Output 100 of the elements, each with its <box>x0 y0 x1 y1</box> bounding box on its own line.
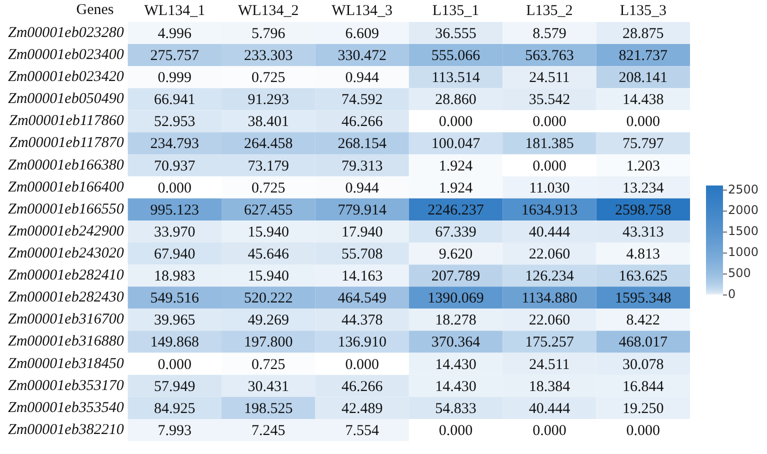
data-label: 0.000 <box>532 422 566 439</box>
data-label: 18.983 <box>154 268 196 285</box>
data-label: 30.431 <box>248 378 289 395</box>
data-label: 8.579 <box>532 26 566 42</box>
x-tick-label: WL134_3 <box>332 2 392 19</box>
data-label: 66.941 <box>154 92 196 108</box>
data-label: 36.555 <box>435 26 476 42</box>
data-label: 0.000 <box>438 114 473 130</box>
data-label: 0.000 <box>158 180 192 196</box>
y-tick-label: Zm00001eb023280 <box>8 24 124 41</box>
data-label: 35.542 <box>528 92 570 108</box>
data-label: 22.060 <box>528 246 570 262</box>
y-tick-label: Zm00001eb023400 <box>8 47 124 64</box>
data-label: 14.430 <box>435 378 476 395</box>
x-axis-title: Genes <box>76 2 114 18</box>
data-label: 28.860 <box>435 92 476 108</box>
data-label: 464.549 <box>338 290 386 307</box>
y-tick-label: Zm00001eb382210 <box>8 422 124 438</box>
data-label: 52.953 <box>154 114 196 130</box>
x-tick-label: WL134_2 <box>238 2 299 19</box>
data-label: 0.000 <box>626 114 660 130</box>
data-label: 7.245 <box>252 422 286 439</box>
y-tick-label: Zm00001eb353540 <box>8 400 124 416</box>
data-label: 5.796 <box>252 26 286 42</box>
data-label: 74.592 <box>341 92 383 108</box>
data-label: 70.937 <box>154 158 196 174</box>
data-label: 4.813 <box>626 246 660 262</box>
data-label: 0.944 <box>345 70 380 86</box>
y-tick-label: Zm00001eb243020 <box>8 245 124 262</box>
color-bar-label: 2500 <box>728 182 759 196</box>
data-label: 55.708 <box>341 246 383 262</box>
data-label: 233.303 <box>244 48 293 64</box>
data-label: 7.993 <box>158 422 192 439</box>
data-label: 126.234 <box>525 268 574 285</box>
data-label: 330.472 <box>338 48 386 64</box>
data-label: 46.266 <box>341 114 384 130</box>
y-tick-label: Zm00001eb117870 <box>9 135 124 152</box>
data-label: 14.163 <box>341 268 383 285</box>
data-label: 44.378 <box>341 312 383 329</box>
data-label: 0.725 <box>252 70 286 86</box>
data-label: 14.438 <box>622 92 664 108</box>
y-tick-label: Zm00001eb282410 <box>8 268 124 284</box>
y-tick-label: Zm00001eb166380 <box>8 157 124 174</box>
y-tick-label: Zm00001eb353170 <box>8 378 124 394</box>
data-label: 1390.069 <box>428 290 484 307</box>
data-label: 28.875 <box>622 26 664 42</box>
y-tick-label: Zm00001eb050490 <box>8 91 124 108</box>
data-label: 0.725 <box>252 356 286 373</box>
data-label: 0.000 <box>626 422 660 439</box>
data-label: 67.940 <box>154 246 196 262</box>
x-tick-label: L135_1 <box>432 2 480 19</box>
data-label: 39.965 <box>154 312 196 329</box>
data-label: 4.996 <box>158 26 192 42</box>
data-label: 19.250 <box>622 400 664 417</box>
data-label: 18.278 <box>435 312 476 329</box>
color-bar-label: 2000 <box>728 203 759 218</box>
data-label: 563.763 <box>525 48 574 64</box>
data-label: 370.364 <box>431 334 481 351</box>
data-label: 149.868 <box>150 334 200 351</box>
data-label: 1.924 <box>438 180 474 196</box>
data-label: 1.203 <box>626 158 660 174</box>
data-label: 779.914 <box>338 202 387 218</box>
x-tick-label: L135_2 <box>526 2 573 19</box>
data-label: 7.554 <box>345 422 380 439</box>
data-label: 198.525 <box>244 400 293 417</box>
data-label: 57.949 <box>154 378 196 395</box>
color-bar-label: 500 <box>728 266 751 280</box>
y-tick-label: Zm00001eb166400 <box>8 179 124 196</box>
data-label: 0.000 <box>438 422 473 439</box>
data-label: 45.646 <box>248 246 290 262</box>
y-tick-label: Zm00001eb282430 <box>8 290 124 306</box>
data-label: 16.844 <box>622 378 664 395</box>
y-tick-label: Zm00001eb166550 <box>8 201 124 218</box>
y-tick-label: Zm00001eb316880 <box>8 334 124 350</box>
data-label: 6.609 <box>345 26 379 42</box>
y-tick-label: Zm00001eb242900 <box>8 223 124 240</box>
color-bar-label: 1000 <box>728 245 759 260</box>
y-tick-label: Zm00001eb316700 <box>8 312 124 328</box>
data-label: 30.078 <box>622 356 664 373</box>
data-label: 821.737 <box>618 48 668 64</box>
data-label: 22.060 <box>528 312 570 329</box>
data-label: 0.000 <box>158 356 192 373</box>
data-label: 13.234 <box>622 180 664 196</box>
data-label: 46.266 <box>341 378 384 395</box>
data-label: 38.401 <box>248 114 289 130</box>
data-label: 9.620 <box>438 246 473 262</box>
data-label: 2598.758 <box>615 202 672 218</box>
data-label: 995.123 <box>150 202 200 218</box>
data-label: 79.313 <box>341 158 383 174</box>
color-bar-label: 0 <box>728 287 736 302</box>
data-label: 264.458 <box>244 136 293 152</box>
data-label: 163.625 <box>618 268 668 285</box>
data-label: 91.293 <box>248 92 289 108</box>
y-tick-label: Zm00001eb117860 <box>9 113 124 130</box>
data-label: 75.797 <box>622 136 664 152</box>
data-label: 1.924 <box>438 158 474 174</box>
data-label: 100.047 <box>431 136 481 152</box>
data-label: 208.141 <box>618 70 668 86</box>
data-label: 136.910 <box>338 334 386 351</box>
data-label: 197.800 <box>244 334 293 351</box>
